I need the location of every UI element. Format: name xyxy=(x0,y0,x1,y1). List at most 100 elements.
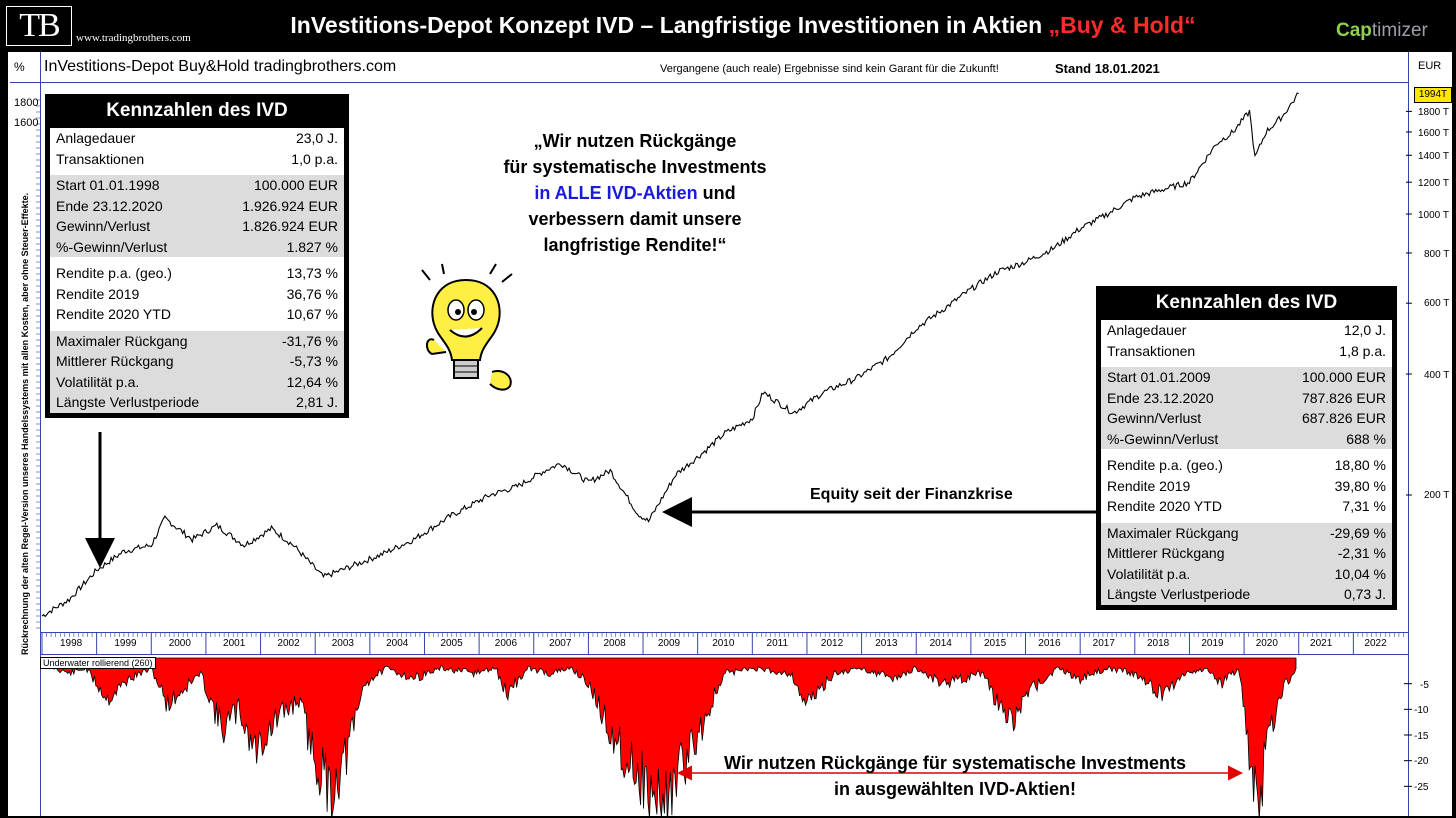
y-tick-drawdown: -25 xyxy=(1414,782,1429,793)
quote-line: für systematische Investments xyxy=(503,157,767,177)
metric-row: Längste Verlustperiode 2,81 J. xyxy=(50,392,344,413)
metric-row: Maximaler Rückgang -31,76 % xyxy=(50,330,344,351)
metric-row: Gewinn/Verlust 1.826.924 EUR xyxy=(50,216,344,237)
y-tick-right: 1200 T xyxy=(1418,178,1449,189)
metric-label: Ende 23.12.2020 xyxy=(56,197,163,214)
metric-row: Rendite 2019 39,80 % xyxy=(1101,476,1392,497)
y-tick-right: 1600 T xyxy=(1418,128,1449,139)
x-tick-year: 2013 xyxy=(875,638,898,649)
metric-row: Rendite p.a. (geo.) 18,80 % xyxy=(1101,455,1392,476)
page-title-main: InVestitions-Depot Konzept IVD – Langfri… xyxy=(290,12,1049,38)
metric-label: Mittlerer Rückgang xyxy=(56,353,174,369)
metric-value: 18,80 % xyxy=(1334,457,1386,473)
y-tick-drawdown: -5 xyxy=(1420,680,1429,691)
metric-label: Rendite p.a. (geo.) xyxy=(1107,457,1223,473)
y-tick-drawdown: -10 xyxy=(1414,705,1429,716)
y-tick-right: 800 T xyxy=(1424,249,1450,260)
metric-row: Rendite 2019 36,76 % xyxy=(50,284,344,305)
metric-row: Anlagedauer 12,0 J. xyxy=(1101,320,1392,341)
x-tick-year: 2004 xyxy=(386,638,409,649)
metric-row: Volatilität p.a. 10,04 % xyxy=(1101,563,1392,584)
metric-label: Gewinn/Verlust xyxy=(56,218,151,234)
metrics-box-title: Kennzahlen des IVD xyxy=(106,100,288,121)
underwater-label: Underwater rollierend (260) xyxy=(40,657,156,669)
metric-value: 787.826 EUR xyxy=(1301,389,1386,406)
metric-value: 36,76 % xyxy=(286,285,338,302)
metrics-table: Anlagedauer 12,0 J. Transaktionen 1,8 p.a. S… xyxy=(1101,320,1392,605)
metric-row: Rendite p.a. (geo.) 13,73 % xyxy=(50,263,344,284)
metric-label: Rendite p.a. (geo.) xyxy=(56,265,172,281)
x-tick-year: 2006 xyxy=(494,638,518,649)
drawdown-annotation-line: in ausgewählten IVD-Aktien! xyxy=(833,779,1077,799)
metric-label: Rendite 2020 YTD xyxy=(1107,498,1222,514)
metric-row: Anlagedauer 23,0 J. xyxy=(50,128,344,149)
metrics-box-title: Kennzahlen des IVD xyxy=(1155,292,1338,313)
metric-row: Gewinn/Verlust 687.826 EUR xyxy=(1101,408,1392,429)
panel-title: InVestitions-Depot Buy&Hold tradingbroth… xyxy=(44,58,397,75)
metric-value: 687.826 EUR xyxy=(1301,410,1386,426)
y-tick-drawdown: -15 xyxy=(1414,731,1429,742)
metric-value: 7,31 % xyxy=(1342,498,1386,514)
quote-line: verbessern damit unsere xyxy=(528,209,742,229)
metric-row: Start 01.01.1998 100.000 EUR xyxy=(50,175,344,196)
x-tick-year: 1998 xyxy=(60,638,83,649)
metric-label: Anlagedauer xyxy=(1107,322,1187,338)
metric-row: Mittlerer Rückgang -2,31 % xyxy=(1101,543,1392,564)
metric-value: 12,64 % xyxy=(286,373,338,390)
x-tick-year: 2019 xyxy=(1201,638,1224,649)
x-tick-year: 2018 xyxy=(1147,638,1170,649)
metric-value: -5,73 % xyxy=(289,353,338,369)
metric-value: 100.000 EUR xyxy=(1301,369,1386,385)
metric-row: %-Gewinn/Verlust 688 % xyxy=(1101,428,1392,449)
metric-label: Start 01.01.2009 xyxy=(1107,369,1211,385)
x-tick-year: 2007 xyxy=(549,638,572,649)
metric-value: 12,0 J. xyxy=(1343,322,1386,338)
x-tick-year: 2017 xyxy=(1092,638,1115,649)
metric-value: 1.827 % xyxy=(286,238,338,255)
quote-line: in ALLE IVD-Aktien und xyxy=(470,180,800,206)
x-tick-year: 2012 xyxy=(820,638,844,649)
x-tick-year: 2020 xyxy=(1255,638,1278,649)
equity-annotation: Equity seit der Finanzkrise xyxy=(810,486,1013,503)
metric-value: 23,0 J. xyxy=(295,130,338,146)
equity-series-line xyxy=(41,92,1299,618)
quote-line: „Wir nutzen Rückgänge xyxy=(533,131,737,151)
disclaimer: Vergangene (auch reale) Ergebnisse sind … xyxy=(660,63,999,75)
metric-value: 2,81 J. xyxy=(295,394,338,410)
logo-url: www.tradingbrothers.com xyxy=(76,32,191,44)
metric-value: -2,31 % xyxy=(1337,545,1386,561)
metrics-box-right: Kennzahlen des IVD Anlagedauer 12,0 J. Tra… xyxy=(1096,286,1397,610)
metric-label: Längste Verlustperiode xyxy=(1107,586,1251,602)
metric-label: Transaktionen xyxy=(1107,342,1196,359)
y-tick-right: 200 T xyxy=(1424,490,1450,501)
metric-row: Maximaler Rückgang -29,69 % xyxy=(1101,522,1392,543)
lightbulb-mascot-icon xyxy=(421,263,513,391)
x-tick-year: 2015 xyxy=(983,638,1007,649)
quote-line-rest: und xyxy=(697,183,736,203)
time-axis-bottom-rule xyxy=(40,654,1408,655)
y-tick-right: 1400 T xyxy=(1418,151,1449,162)
metric-value: 39,80 % xyxy=(1334,477,1386,494)
metric-value: 13,73 % xyxy=(286,265,338,281)
metrics-box-left: Kennzahlen des IVD Anlagedauer 23,0 J. Tra… xyxy=(45,94,349,418)
metric-label: Längste Verlustperiode xyxy=(56,394,200,410)
metrics-table: Anlagedauer 23,0 J. Transaktionen 1,0 p.a. S… xyxy=(50,128,344,413)
metric-row: Rendite 2020 YTD 10,67 % xyxy=(50,304,344,325)
metric-label: Anlagedauer xyxy=(56,130,136,146)
metric-value: 1,0 p.a. xyxy=(291,150,338,167)
x-tick-year: 1999 xyxy=(114,638,137,649)
right-axis-rule xyxy=(1408,52,1409,816)
page-title-accent: „Buy & Hold“ xyxy=(1048,12,1196,38)
metric-label: Ende 23.12.2020 xyxy=(1107,389,1214,406)
metric-value: 688 % xyxy=(1346,430,1386,447)
metric-value: 0,73 J. xyxy=(1343,586,1386,602)
brand-bold: Cap xyxy=(1336,20,1372,41)
metric-label: Start 01.01.1998 xyxy=(56,177,160,193)
metric-label: Mittlerer Rückgang xyxy=(1107,545,1225,561)
metric-value: 1,8 p.a. xyxy=(1339,342,1386,359)
metric-row: Start 01.01.2009 100.000 EUR xyxy=(1101,367,1392,388)
quote-line: langfristige Rendite!“ xyxy=(543,235,727,255)
metric-row: Längste Verlustperiode 0,73 J. xyxy=(1101,584,1392,605)
y-tick-drawdown: -20 xyxy=(1414,756,1429,767)
